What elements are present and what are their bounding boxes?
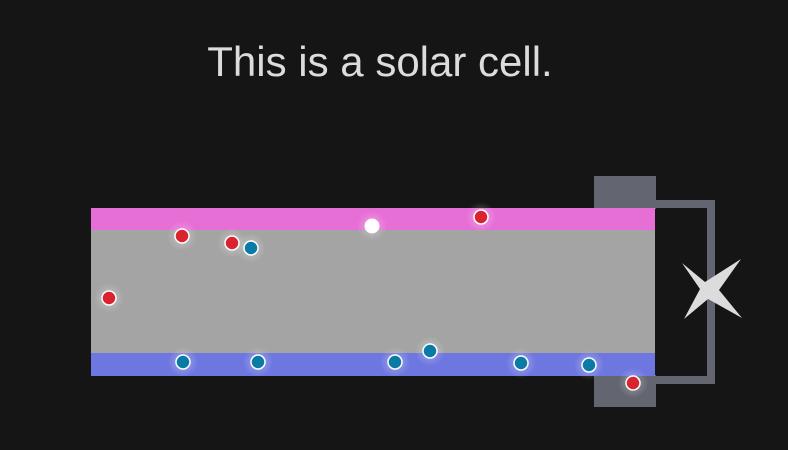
hole-dot xyxy=(174,228,190,244)
hole-dot xyxy=(101,290,117,306)
electron-dot xyxy=(513,355,529,371)
four-point-star-icon xyxy=(682,259,742,319)
hole-dot xyxy=(473,209,489,225)
page-title: This is a solar cell. xyxy=(207,38,553,85)
hole-particle xyxy=(618,368,648,398)
electron-particle xyxy=(506,348,536,378)
hole-dot xyxy=(625,375,641,391)
electron-dot xyxy=(250,354,266,370)
electron-dot xyxy=(581,357,597,373)
photon-particle xyxy=(357,211,387,241)
electron-particle xyxy=(415,336,445,366)
electron-dot xyxy=(422,343,438,359)
electron-dot xyxy=(243,240,259,256)
electron-particle xyxy=(574,350,604,380)
photon-dot xyxy=(364,218,380,234)
particles-group xyxy=(94,202,648,398)
hole-particle xyxy=(466,202,496,232)
electron-particle xyxy=(168,347,198,377)
hole-particle xyxy=(167,221,197,251)
top-contact xyxy=(594,176,656,209)
electron-particle xyxy=(236,233,266,263)
electron-particle xyxy=(380,347,410,377)
electron-dot xyxy=(175,354,191,370)
electron-dot xyxy=(387,354,403,370)
hole-particle xyxy=(94,283,124,313)
electron-particle xyxy=(243,347,273,377)
